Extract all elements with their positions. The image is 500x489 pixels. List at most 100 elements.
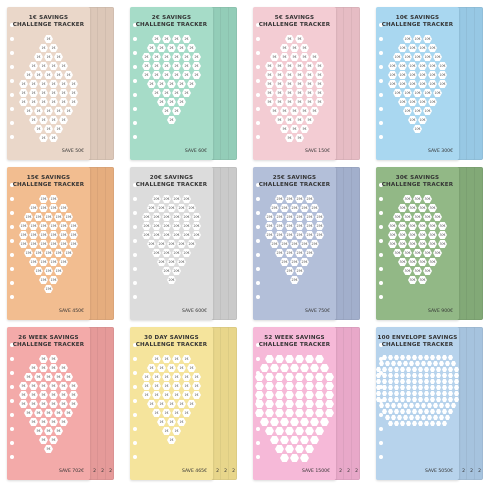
hexagon-checkbox[interactable]: 25€: [300, 258, 309, 266]
hexagon-checkbox[interactable]: 10€: [418, 116, 427, 124]
hexagon-checkbox[interactable]: [418, 379, 423, 384]
hexagon-checkbox[interactable]: [260, 418, 269, 426]
hexagon-checkbox[interactable]: [424, 409, 429, 414]
hexagon-checkbox[interactable]: 5€: [315, 98, 324, 106]
hexagon-checkbox[interactable]: [315, 382, 324, 390]
hexagon-checkbox[interactable]: 30€: [438, 222, 447, 230]
hexagon-checkbox[interactable]: 1€: [162, 427, 171, 435]
hexagon-checkbox[interactable]: [442, 355, 447, 360]
hexagon-checkbox[interactable]: [397, 415, 402, 420]
hexagon-checkbox[interactable]: 1€: [69, 98, 78, 106]
hexagon-checkbox[interactable]: 15€: [44, 213, 53, 221]
hexagon-checkbox[interactable]: [305, 391, 314, 399]
hexagon-checkbox[interactable]: [394, 385, 399, 390]
hexagon-checkbox[interactable]: 1€: [152, 409, 161, 417]
hexagon-checkbox[interactable]: 10€: [418, 44, 427, 52]
hexagon-checkbox[interactable]: 10€: [408, 116, 417, 124]
hexagon-checkbox[interactable]: [412, 373, 417, 378]
hexagon-checkbox[interactable]: 30€: [428, 240, 437, 248]
hexagon-checkbox[interactable]: 10€: [428, 98, 437, 106]
hexagon-checkbox[interactable]: 10€: [398, 71, 407, 79]
hexagon-checkbox[interactable]: 1€: [162, 382, 171, 390]
hexagon-checkbox[interactable]: 25€: [280, 204, 289, 212]
hexagon-checkbox[interactable]: 5€: [280, 53, 289, 61]
hexagon-checkbox[interactable]: 20€: [152, 231, 161, 239]
hexagon-checkbox[interactable]: [388, 367, 393, 372]
hexagon-checkbox[interactable]: 20€: [177, 204, 186, 212]
hexagon-checkbox[interactable]: 1€: [54, 107, 63, 115]
hexagon-checkbox[interactable]: [382, 409, 387, 414]
hexagon-checkbox[interactable]: 1€: [59, 116, 68, 124]
hexagon-checkbox[interactable]: 20€: [182, 195, 191, 203]
hexagon-checkbox[interactable]: 5€: [29, 391, 38, 399]
hexagon-checkbox[interactable]: 5€: [39, 436, 48, 444]
hexagon-checkbox[interactable]: [315, 391, 324, 399]
hexagon-checkbox[interactable]: 5€: [275, 89, 284, 97]
hexagon-checkbox[interactable]: 20€: [172, 213, 181, 221]
hexagon-checkbox[interactable]: 25€: [315, 222, 324, 230]
hexagon-checkbox[interactable]: [430, 409, 435, 414]
hexagon-checkbox[interactable]: 25€: [285, 222, 294, 230]
hexagon-checkbox[interactable]: 25€: [310, 204, 319, 212]
hexagon-checkbox[interactable]: [265, 355, 274, 363]
hexagon-checkbox[interactable]: 5€: [285, 116, 294, 124]
hexagon-checkbox[interactable]: 5€: [270, 107, 279, 115]
hexagon-checkbox[interactable]: 1€: [182, 391, 191, 399]
hexagon-checkbox[interactable]: 2€: [172, 62, 181, 70]
hexagon-checkbox[interactable]: [320, 364, 329, 372]
hexagon-checkbox[interactable]: 1€: [44, 35, 53, 43]
hexagon-checkbox[interactable]: [275, 391, 284, 399]
hexagon-checkbox[interactable]: 1€: [34, 125, 43, 133]
hexagon-checkbox[interactable]: 25€: [285, 213, 294, 221]
hexagon-checkbox[interactable]: [315, 409, 324, 417]
hexagon-checkbox[interactable]: [424, 373, 429, 378]
hexagon-checkbox[interactable]: [285, 373, 294, 381]
hexagon-checkbox[interactable]: 20€: [167, 276, 176, 284]
hexagon-checkbox[interactable]: 2€: [172, 53, 181, 61]
hexagon-checkbox[interactable]: 2€: [157, 98, 166, 106]
hexagon-checkbox[interactable]: 15€: [39, 276, 48, 284]
hexagon-checkbox[interactable]: [265, 400, 274, 408]
hexagon-checkbox[interactable]: 20€: [177, 258, 186, 266]
hexagon-checkbox[interactable]: [400, 367, 405, 372]
hexagon-checkbox[interactable]: 1€: [152, 382, 161, 390]
hexagon-checkbox[interactable]: 10€: [398, 44, 407, 52]
hexagon-checkbox[interactable]: 30€: [388, 222, 397, 230]
hexagon-checkbox[interactable]: 1€: [49, 62, 58, 70]
hexagon-checkbox[interactable]: 2€: [162, 71, 171, 79]
hexagon-checkbox[interactable]: 15€: [64, 213, 73, 221]
hexagon-checkbox[interactable]: 1€: [44, 53, 53, 61]
hexagon-checkbox[interactable]: 2€: [152, 71, 161, 79]
hexagon-checkbox[interactable]: [418, 367, 423, 372]
hexagon-checkbox[interactable]: [442, 367, 447, 372]
hexagon-checkbox[interactable]: 1€: [142, 382, 151, 390]
hexagon-checkbox[interactable]: 5€: [265, 80, 274, 88]
hexagon-checkbox[interactable]: [310, 364, 319, 372]
hexagon-checkbox[interactable]: 1€: [29, 98, 38, 106]
hexagon-checkbox[interactable]: [265, 382, 274, 390]
hexagon-checkbox[interactable]: 5€: [54, 409, 63, 417]
hexagon-checkbox[interactable]: 1€: [49, 89, 58, 97]
hexagon-checkbox[interactable]: 1€: [142, 391, 151, 399]
hexagon-checkbox[interactable]: 30€: [433, 213, 442, 221]
hexagon-checkbox[interactable]: [442, 385, 447, 390]
hexagon-checkbox[interactable]: 25€: [265, 213, 274, 221]
hexagon-checkbox[interactable]: 5€: [265, 62, 274, 70]
hexagon-checkbox[interactable]: 25€: [265, 231, 274, 239]
hexagon-checkbox[interactable]: [388, 385, 393, 390]
hexagon-checkbox[interactable]: 20€: [147, 240, 156, 248]
hexagon-checkbox[interactable]: [400, 355, 405, 360]
hexagon-checkbox[interactable]: 15€: [49, 258, 58, 266]
hexagon-checkbox[interactable]: [424, 397, 429, 402]
hexagon-checkbox[interactable]: [270, 364, 279, 372]
hexagon-checkbox[interactable]: 20€: [162, 195, 171, 203]
hexagon-checkbox[interactable]: 20€: [182, 222, 191, 230]
hexagon-checkbox[interactable]: 20€: [162, 222, 171, 230]
hexagon-checkbox[interactable]: 20€: [172, 267, 181, 275]
hexagon-checkbox[interactable]: [391, 361, 396, 366]
hexagon-checkbox[interactable]: [388, 409, 393, 414]
hexagon-checkbox[interactable]: 5€: [34, 373, 43, 381]
hexagon-checkbox[interactable]: 30€: [393, 213, 402, 221]
hexagon-checkbox[interactable]: 5€: [285, 134, 294, 142]
hexagon-checkbox[interactable]: [445, 361, 450, 366]
